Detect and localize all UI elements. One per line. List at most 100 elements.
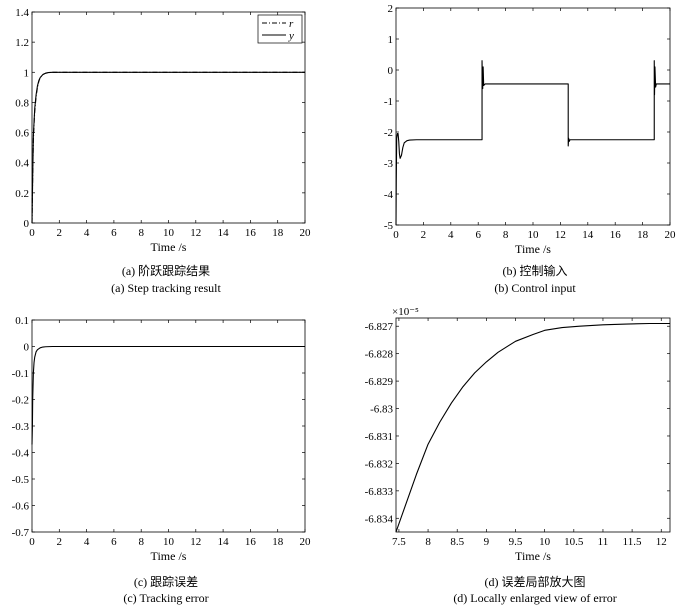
x-tick-label: 18 <box>637 229 649 241</box>
x-tick-label: 18 <box>272 227 284 239</box>
x-tick-label: 11 <box>598 536 609 548</box>
x-tick-label: 8 <box>138 536 144 548</box>
y-tick-label: 1.2 <box>15 37 29 49</box>
x-tick-label: 16 <box>245 536 257 548</box>
chart-panel-d: 7.5 8 8.5 9 9.5 10 10.5 11 11.5 12 -6.834 -6.833 -6.… <box>365 306 671 563</box>
x-tick-label: 0 <box>393 229 399 241</box>
x-tick-label: 8 <box>503 229 509 241</box>
series-line-main <box>31 345 305 445</box>
series-line-y <box>31 71 305 224</box>
legend-label-r: r <box>289 18 294 30</box>
y-tick-label: 1 <box>388 34 394 46</box>
series-line-main <box>395 322 670 533</box>
x-tick-label: 4 <box>84 536 90 548</box>
y-tick-label: -6.83 <box>370 404 393 416</box>
plot-frame <box>395 317 671 533</box>
caption-a-cn: (a) 阶跃跟踪结果 <box>121 264 211 278</box>
y-tick-label: -6.827 <box>365 321 394 333</box>
plot-frame <box>31 11 306 224</box>
y-exponent-label: ×10⁻⁵ <box>392 306 419 318</box>
y-tick-label: 0.4 <box>15 158 29 170</box>
x-tick-label: 6 <box>111 227 117 239</box>
y-tick-label: -6.831 <box>365 431 393 443</box>
x-tick-label: 20 <box>665 229 677 241</box>
x-tick-label: 16 <box>245 227 257 239</box>
x-tick-label: 0 <box>29 536 35 548</box>
y-tick-label: 0.2 <box>15 188 29 200</box>
caption-c-cn: (c) 跟踪误差 <box>133 575 199 589</box>
x-tick-label: 14 <box>218 536 230 548</box>
y-tick-label: 0 <box>388 65 394 77</box>
y-tick-label: -6.833 <box>365 486 394 498</box>
y-tick-label: -0.3 <box>12 421 30 433</box>
x-tick-label: 10.5 <box>564 536 584 548</box>
x-tick-label: 10 <box>528 229 540 241</box>
x-tick-label: 8.5 <box>450 536 464 548</box>
y-tick-label: 1.4 <box>15 7 29 19</box>
y-tick-label: -0.5 <box>12 474 30 486</box>
y-tick-label: -2 <box>384 127 393 139</box>
x-tick-label: 4 <box>84 227 90 239</box>
x-tick-label: 2 <box>421 229 427 241</box>
x-tick-label: 7.5 <box>392 536 406 548</box>
x-axis-label: Time /s <box>151 549 187 563</box>
x-tick-label: 2 <box>57 536 63 548</box>
x-tick-label: 8 <box>425 536 431 548</box>
x-tick-label: 0 <box>29 227 35 239</box>
y-tick-label: -1 <box>384 96 393 108</box>
y-tick-label: 1 <box>24 67 30 79</box>
x-tick-label: 12 <box>190 227 201 239</box>
x-tick-label: 20 <box>300 227 312 239</box>
x-tick-label: 6 <box>111 536 117 548</box>
legend-label-y: y <box>288 30 294 42</box>
x-tick-label: 12 <box>656 536 667 548</box>
y-tick-label: -0.4 <box>12 448 30 460</box>
legend: ry <box>257 14 303 44</box>
legend-box <box>257 14 303 44</box>
x-tick-label: 9 <box>484 536 490 548</box>
x-tick-label: 10 <box>163 227 175 239</box>
y-tick-label: -0.6 <box>12 501 30 513</box>
x-tick-label: 10 <box>163 536 175 548</box>
x-tick-label: 11.5 <box>623 536 642 548</box>
x-tick-label: 6 <box>475 229 481 241</box>
y-tick-label: -6.834 <box>365 513 394 525</box>
x-tick-label: 20 <box>300 536 312 548</box>
y-tick-label: -4 <box>384 189 394 201</box>
x-tick-label: 9.5 <box>509 536 523 548</box>
x-axis-label: Time /s <box>151 240 187 254</box>
x-tick-label: 12 <box>555 229 566 241</box>
x-tick-label: 2 <box>57 227 63 239</box>
chart-panel-c: 0 2 4 6 8 10 12 14 16 18 20 -0.7 -0.6 -0.5 -0.4 -0.3 -0.… <box>12 315 311 563</box>
caption-b-cn: (b) 控制输入 <box>502 264 568 278</box>
caption-c-en: (c) Tracking error <box>123 591 209 605</box>
y-tick-label: -6.828 <box>365 349 394 361</box>
caption-d-en: (d) Locally enlarged view of error <box>453 591 617 605</box>
x-tick-label: 16 <box>610 229 622 241</box>
y-tick-label: 0.1 <box>15 315 29 327</box>
y-tick-label: -0.1 <box>12 368 29 380</box>
y-tick-label: -6.829 <box>365 376 394 388</box>
x-tick-label: 14 <box>218 227 230 239</box>
x-tick-label: 4 <box>448 229 454 241</box>
y-tick-label: 0 <box>24 342 30 354</box>
x-tick-label: 14 <box>582 229 594 241</box>
y-tick-label: 2 <box>388 3 394 15</box>
x-tick-label: 10 <box>539 536 551 548</box>
series-line-r <box>31 71 305 224</box>
caption-a-en: (a) Step tracking result <box>111 281 221 295</box>
x-axis-label: Time /s <box>515 549 551 563</box>
caption-d-cn: (d) 误差局部放大图 <box>484 575 586 589</box>
y-tick-label: 0 <box>24 218 30 230</box>
y-tick-label: -6.832 <box>365 458 393 470</box>
y-tick-label: -3 <box>384 158 394 170</box>
x-tick-label: 18 <box>272 536 284 548</box>
plot-frame <box>31 319 306 533</box>
chart-panel-a: 0 2 4 6 8 10 12 14 16 18 20 0 0.2 0.4 0.6 0.8 1 1.2 1.4 Tim… <box>15 7 311 254</box>
y-tick-label: -5 <box>384 220 394 232</box>
y-tick-label: -0.7 <box>12 527 30 539</box>
x-tick-label: 8 <box>138 227 144 239</box>
plot-frame <box>395 7 671 226</box>
